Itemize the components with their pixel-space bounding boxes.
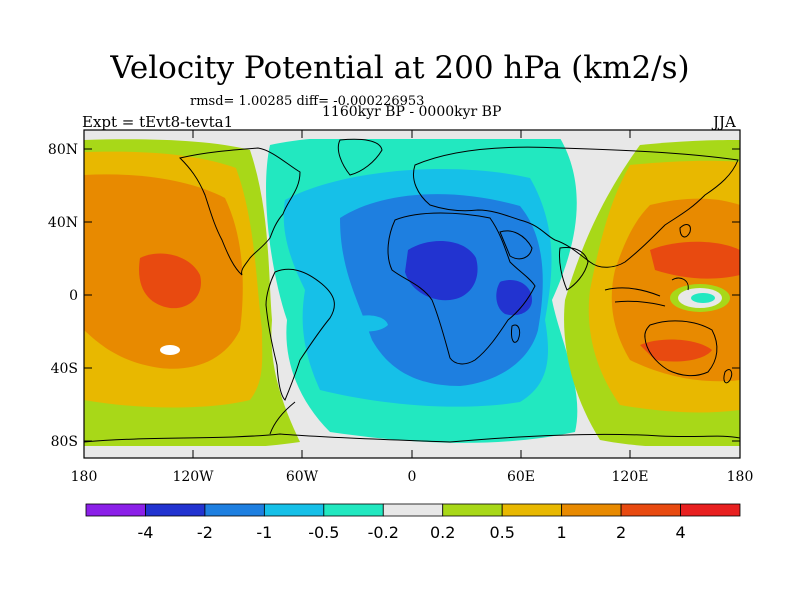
lon-label-0: 0 — [408, 469, 417, 485]
colorbar: -4 -2 -1 -0.5 -0.2 0.2 0.5 1 2 4 — [85, 503, 741, 542]
period-text: 1160kyr BP - 0000kyr BP — [322, 104, 502, 120]
coast-africa — [387, 212, 536, 365]
lon-tick-marks — [83, 130, 741, 458]
lat-label-40s: 40S — [51, 361, 78, 377]
stats-text: rmsd= 1.00285 diff= -0.000226953 — [190, 94, 425, 109]
colorbar-label-8: 2 — [616, 523, 626, 542]
colorbar-swatch-0 — [85, 503, 146, 517]
lon-label-180e: 180 — [727, 469, 754, 485]
lat-label-40n: 40N — [48, 215, 78, 231]
contour-pos-2-east-south — [640, 339, 712, 362]
colorbar-swatch-1 — [145, 503, 206, 517]
coast-north-america — [179, 147, 301, 276]
colorbar-label-4: -0.2 — [368, 523, 399, 542]
coast-new-zealand — [723, 369, 733, 384]
coast-south-america — [265, 268, 335, 401]
contour-pos-2-east — [650, 241, 740, 279]
contour-field — [84, 130, 740, 458]
lat-tick-marks — [84, 148, 740, 442]
contour-neg-2b — [496, 280, 532, 316]
chart-title: Velocity Potential at 200 hPa (km2/s) — [110, 50, 690, 86]
colorbar-label-2: -1 — [256, 523, 272, 542]
lat-label-80s: 80S — [51, 434, 78, 450]
contour-neg-2a — [405, 240, 478, 301]
contour-pos-05-hole — [160, 345, 180, 355]
colorbar-swatch-2 — [204, 503, 265, 517]
coast-antarctica — [84, 433, 740, 443]
colorbar-label-9: 4 — [675, 523, 685, 542]
colorbar-swatch-10 — [680, 503, 741, 517]
coastlines — [84, 138, 740, 443]
colorbar-label-0: -4 — [137, 523, 153, 542]
colorbar-label-1: -2 — [197, 523, 213, 542]
lon-label-60e: 60E — [507, 469, 535, 485]
coast-antarctic-peninsula — [269, 401, 296, 435]
lat-label-0: 0 — [69, 288, 78, 304]
lat-label-80n: 80N — [48, 142, 78, 158]
coast-arabia — [499, 230, 533, 260]
coast-se-asia-islands — [604, 277, 689, 307]
coast-eurasia — [413, 146, 739, 268]
colorbar-swatch-8 — [561, 503, 622, 517]
colorbar-swatch-3 — [263, 503, 325, 517]
colorbar-label-6: 0.5 — [489, 523, 514, 542]
lon-label-120w: 120W — [172, 469, 214, 485]
colorbar-swatch-7 — [501, 503, 563, 517]
lon-label-60w: 60W — [286, 469, 319, 485]
colorbar-swatch-9 — [620, 503, 681, 517]
colorbar-label-5: 0.2 — [430, 523, 455, 542]
experiment-label: Expt = tEvt8-tevta1 — [82, 113, 234, 131]
coast-australia — [644, 320, 718, 377]
colorbar-swatch-5 — [382, 503, 444, 517]
lon-label-120e: 120E — [612, 469, 649, 485]
coast-madagascar — [511, 324, 521, 343]
contour-neg-wpac — [691, 293, 715, 303]
colorbar-label-7: 1 — [557, 523, 567, 542]
contour-neg-05-island — [345, 315, 388, 332]
contour-pos-2-west — [139, 253, 201, 309]
coast-japan — [679, 224, 691, 238]
lon-label-180w: 180 — [71, 469, 98, 485]
season-label: JJA — [713, 113, 736, 131]
colorbar-swatch-4 — [323, 503, 384, 517]
coast-india — [559, 247, 589, 291]
colorbar-label-3: -0.5 — [308, 523, 339, 542]
coast-greenland — [337, 138, 383, 176]
colorbar-swatch-6 — [442, 503, 503, 517]
